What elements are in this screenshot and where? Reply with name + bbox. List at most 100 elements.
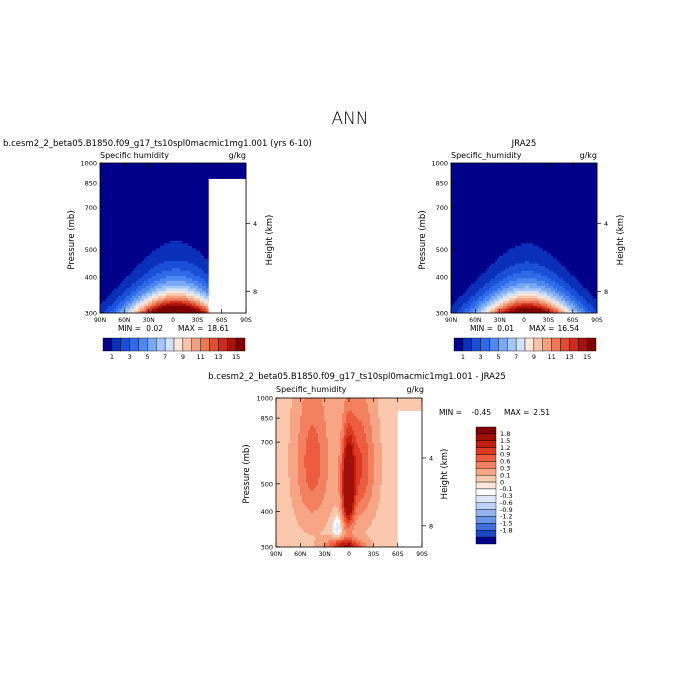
field-cell bbox=[194, 168, 197, 171]
field-cell bbox=[180, 258, 183, 261]
field-cell bbox=[122, 250, 125, 254]
field-cell bbox=[116, 198, 119, 201]
field-cell bbox=[200, 298, 203, 301]
field-cell bbox=[200, 208, 203, 211]
field-cell bbox=[190, 193, 193, 196]
field-cell bbox=[154, 308, 157, 311]
field-cell bbox=[112, 210, 115, 214]
field-cell bbox=[146, 205, 149, 209]
field-cell bbox=[106, 213, 109, 216]
field-cell bbox=[196, 230, 199, 234]
field-cell bbox=[158, 260, 161, 264]
field-cell bbox=[200, 190, 203, 194]
field-cell bbox=[164, 170, 167, 174]
field-cell bbox=[475, 310, 478, 314]
field-cell bbox=[465, 305, 468, 309]
field-cell bbox=[188, 283, 191, 286]
field-cell bbox=[118, 223, 121, 226]
field-cell bbox=[168, 285, 171, 289]
colorbar-swatch bbox=[102, 337, 113, 352]
field-cell bbox=[493, 293, 496, 296]
field-cell bbox=[152, 293, 155, 296]
field-cell bbox=[102, 225, 105, 229]
field-cell bbox=[200, 240, 203, 244]
field-cell bbox=[156, 175, 159, 179]
field-cell bbox=[138, 265, 141, 269]
field-cell bbox=[160, 223, 163, 226]
field-cell bbox=[118, 203, 121, 206]
field-cell bbox=[170, 258, 173, 261]
field-cell bbox=[559, 308, 562, 311]
field-cell bbox=[182, 285, 185, 289]
field-cell bbox=[102, 178, 105, 181]
field-cell bbox=[178, 265, 181, 269]
field-cell bbox=[184, 200, 187, 204]
field-cell bbox=[120, 265, 123, 269]
field-cell bbox=[130, 198, 133, 201]
field-cell bbox=[150, 273, 153, 276]
field-cell bbox=[501, 300, 504, 304]
field-cell bbox=[198, 290, 201, 294]
field-cell bbox=[168, 168, 171, 171]
field-cell bbox=[132, 290, 135, 294]
field-cell bbox=[140, 215, 143, 219]
field-cell bbox=[236, 173, 239, 176]
field-cell bbox=[164, 235, 167, 239]
field-cell bbox=[172, 270, 175, 274]
field-cell bbox=[144, 223, 147, 226]
field-cell bbox=[120, 290, 123, 294]
field-cell bbox=[200, 258, 203, 261]
field-cell bbox=[192, 283, 195, 286]
field-cell bbox=[172, 210, 175, 214]
field-cell bbox=[132, 193, 135, 196]
field-cell bbox=[142, 280, 145, 284]
field-cell bbox=[178, 230, 181, 234]
field-cell bbox=[212, 175, 215, 179]
field-cell bbox=[198, 183, 201, 186]
field-cell bbox=[150, 188, 153, 191]
field-cell bbox=[198, 188, 201, 191]
field-cell bbox=[192, 220, 195, 224]
field-cell bbox=[128, 248, 131, 251]
field-cell bbox=[493, 305, 496, 309]
field-cell bbox=[573, 300, 576, 304]
field-cell bbox=[198, 245, 201, 249]
field-cell bbox=[184, 195, 187, 199]
field-cell bbox=[160, 300, 163, 304]
field-cell bbox=[150, 295, 153, 299]
field-cell bbox=[104, 258, 107, 261]
field-cell bbox=[204, 298, 207, 301]
field-cell bbox=[242, 163, 245, 166]
field-cell bbox=[158, 258, 161, 261]
field-cell bbox=[102, 213, 105, 216]
field-cell bbox=[158, 273, 161, 276]
field-cell bbox=[513, 295, 516, 299]
field-cell bbox=[136, 235, 139, 239]
field-cell bbox=[178, 173, 181, 176]
field-cell bbox=[110, 165, 113, 169]
field-cell bbox=[126, 163, 129, 166]
field-cell bbox=[190, 163, 193, 166]
field-cell bbox=[517, 303, 520, 306]
field-cell bbox=[184, 310, 187, 314]
field-cell bbox=[477, 310, 480, 314]
field-cell bbox=[138, 203, 141, 206]
field-cell bbox=[164, 255, 167, 259]
field-cell bbox=[182, 195, 185, 199]
field-cell bbox=[148, 278, 151, 281]
field-cell bbox=[164, 258, 167, 261]
field-cell bbox=[114, 273, 117, 276]
field-cell bbox=[206, 278, 209, 281]
field-cell bbox=[200, 200, 203, 204]
field-cell bbox=[144, 275, 147, 279]
field-cell bbox=[238, 168, 241, 171]
field-cell bbox=[162, 180, 165, 184]
field-cell bbox=[222, 168, 225, 171]
field-cell bbox=[535, 298, 538, 301]
field-cell bbox=[142, 308, 145, 311]
field-cell bbox=[172, 233, 175, 236]
field-cell bbox=[164, 198, 167, 201]
field-cell bbox=[170, 185, 173, 189]
field-cell bbox=[138, 243, 141, 246]
field-cell bbox=[160, 168, 163, 171]
